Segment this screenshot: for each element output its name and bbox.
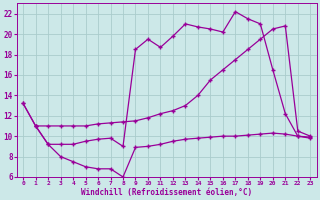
- X-axis label: Windchill (Refroidissement éolien,°C): Windchill (Refroidissement éolien,°C): [81, 188, 252, 197]
